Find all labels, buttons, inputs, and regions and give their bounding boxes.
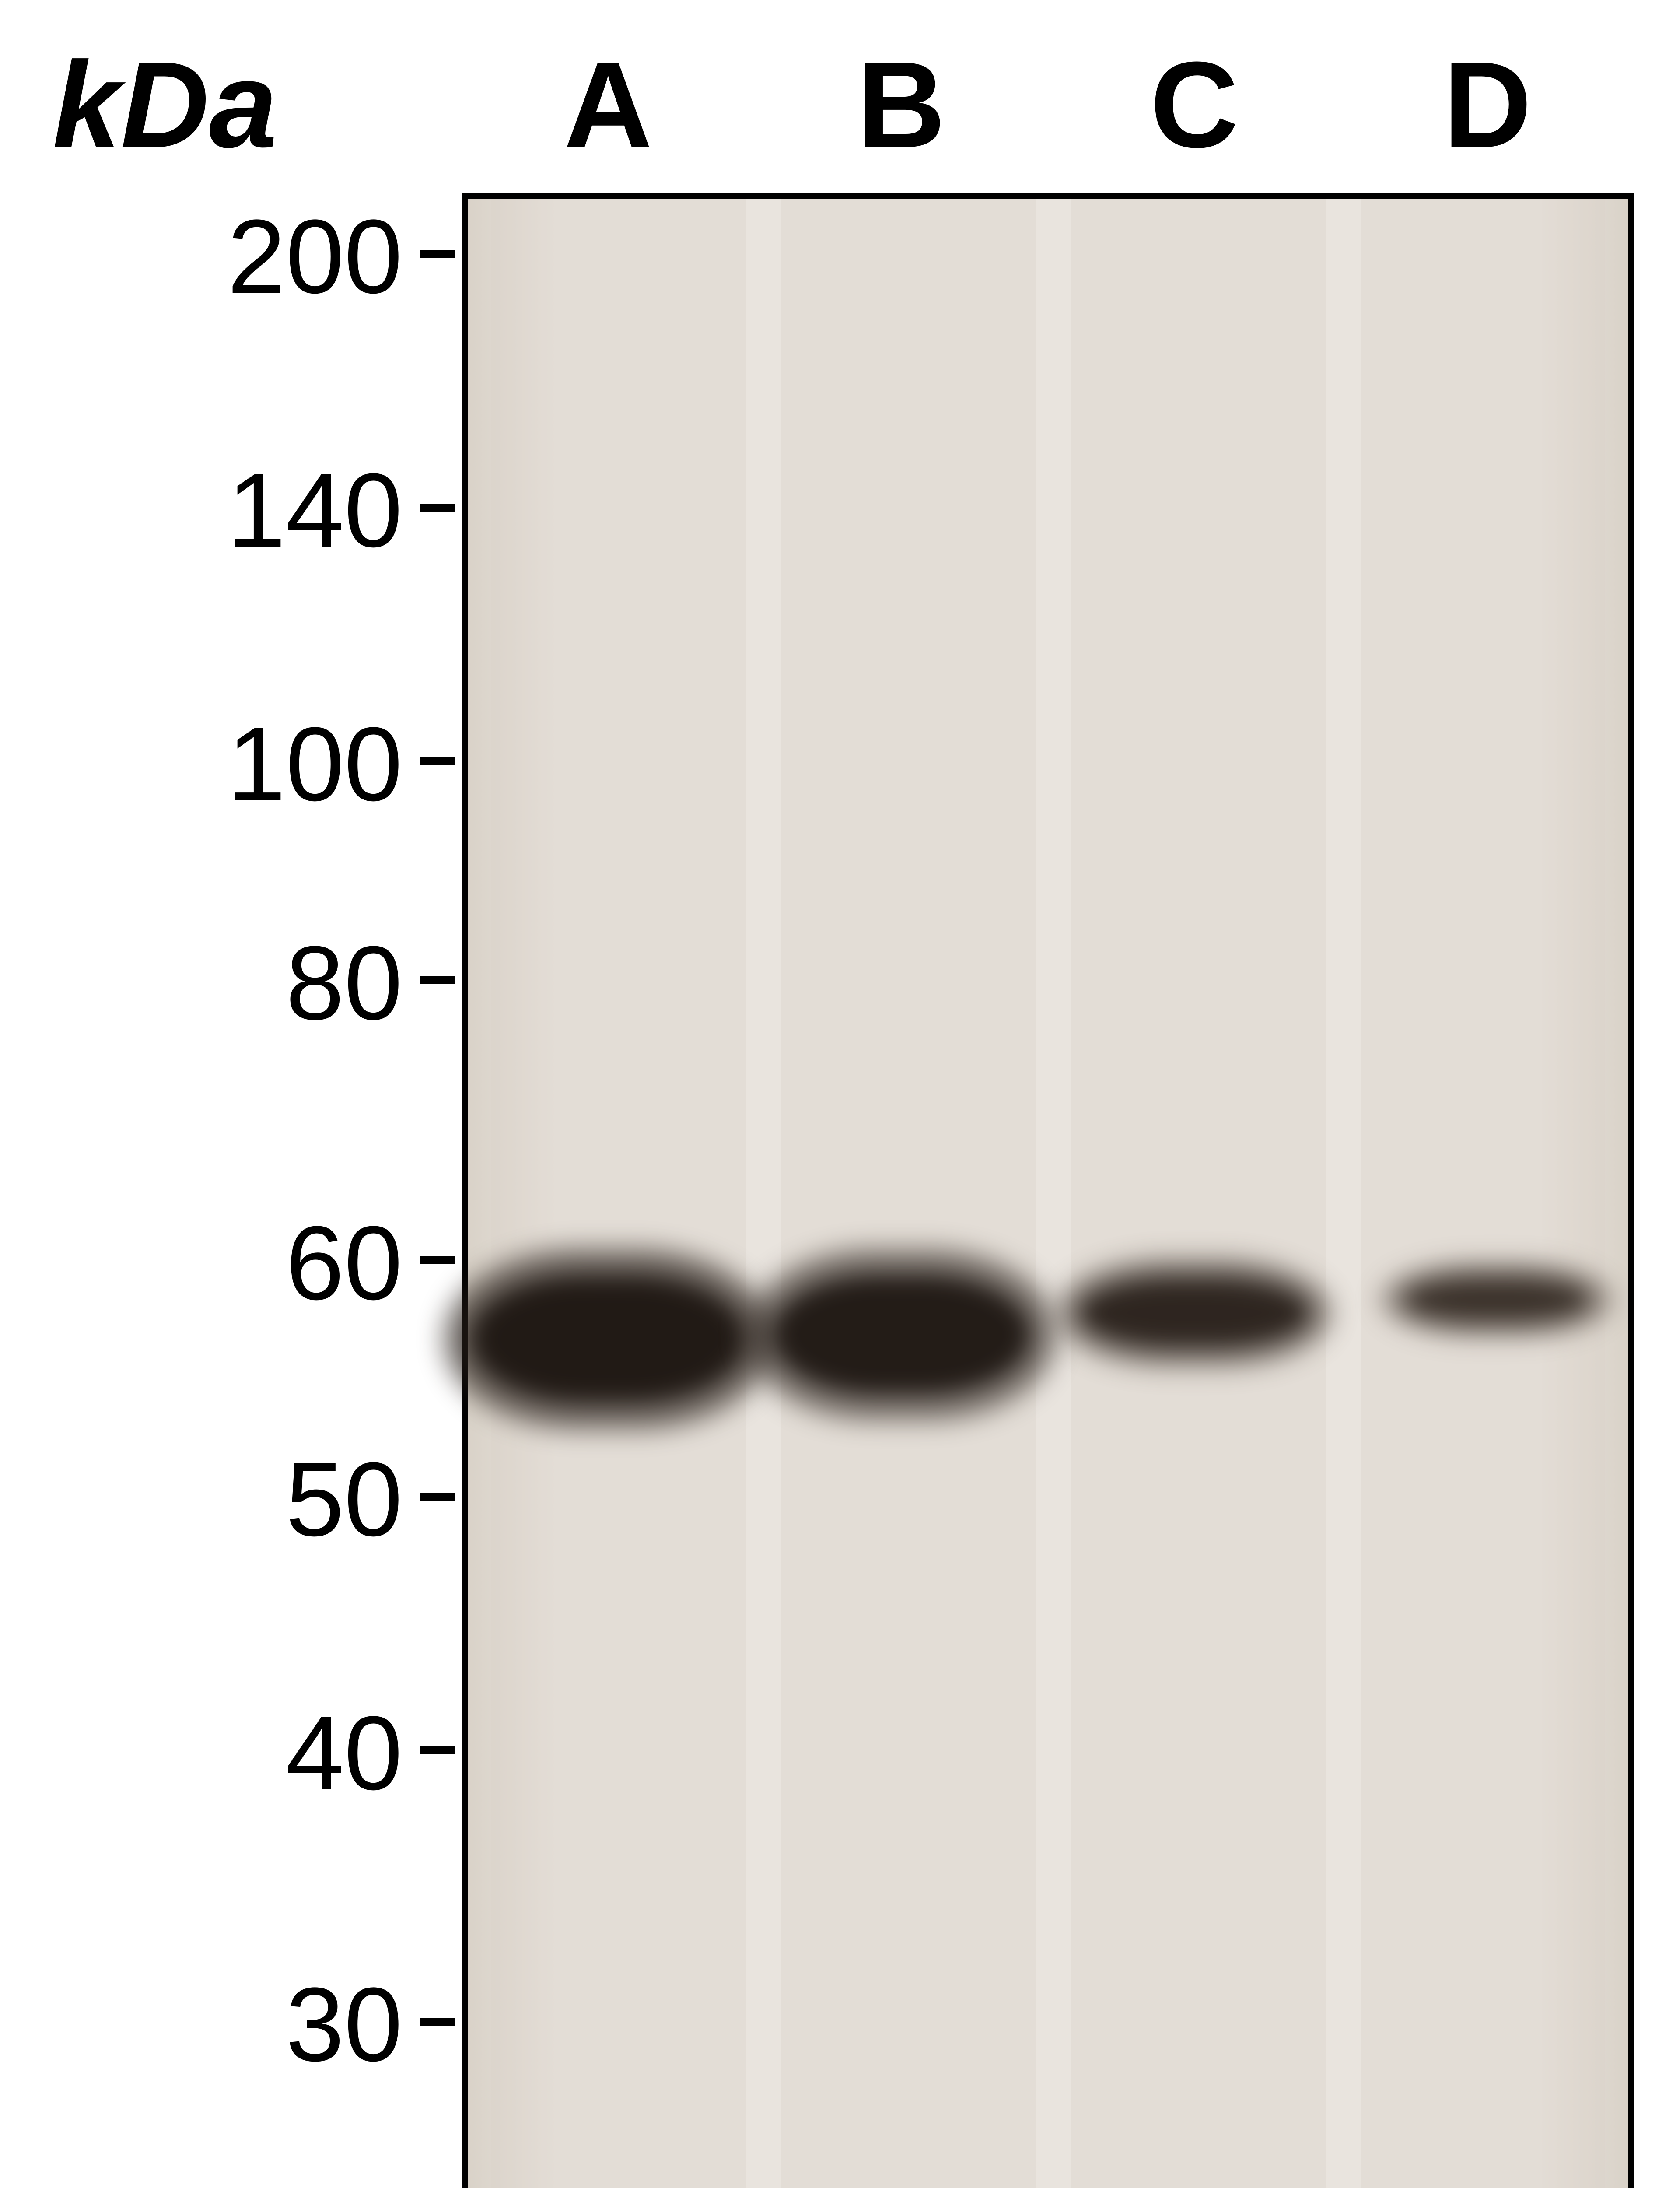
y-tick-mark-80 <box>420 976 455 984</box>
blot-frame <box>462 193 1634 2188</box>
y-tick-label-50: 50 <box>0 1439 402 1560</box>
y-tick-mark-100 <box>420 757 455 765</box>
y-tick-mark-40 <box>420 1746 455 1754</box>
lane-label-a: A <box>542 35 674 175</box>
y-tick-mark-140 <box>420 504 455 512</box>
y-tick-label-80: 80 <box>0 922 402 1043</box>
y-tick-label-60: 60 <box>0 1203 402 1323</box>
y-tick-label-40: 40 <box>0 1693 402 1813</box>
y-tick-mark-200 <box>420 250 455 258</box>
y-tick-mark-30 <box>420 2018 455 2026</box>
y-tick-mark-60 <box>420 1256 455 1264</box>
band-d-7 <box>1378 1260 1614 1339</box>
y-tick-label-140: 140 <box>0 450 402 571</box>
y-tick-mark-50 <box>420 1493 455 1501</box>
lane-label-b: B <box>836 35 967 175</box>
y-tick-label-200: 200 <box>0 196 402 317</box>
lane-label-c: C <box>1129 35 1260 175</box>
band-a-1 <box>442 1247 774 1431</box>
western-blot-figure: kDa ABCD 200140100806050403020 <box>0 0 1680 2188</box>
band-c-5 <box>1054 1256 1334 1370</box>
lane-label-d: D <box>1422 35 1553 175</box>
y-axis-title: kDa <box>52 35 277 175</box>
y-tick-label-30: 30 <box>0 1964 402 2085</box>
band-b-3 <box>744 1247 1059 1422</box>
y-tick-label-100: 100 <box>0 704 402 824</box>
